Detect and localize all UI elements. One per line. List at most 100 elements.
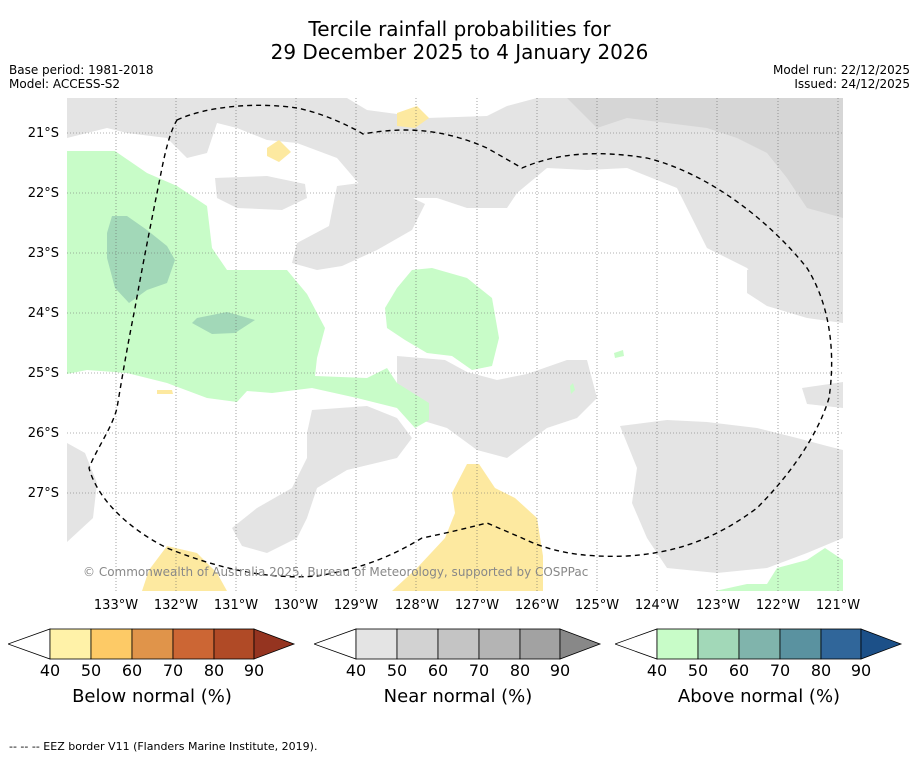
lon-label: 122°W [755, 598, 801, 613]
eez-border [88, 104, 833, 578]
issued-date: Issued: 24/12/2025 [794, 77, 910, 91]
colorbar-extend-high [559, 628, 602, 660]
colorbar-tick: 70 [162, 661, 184, 680]
colorbar-tick: 80 [203, 661, 225, 680]
model-name: Model: ACCESS-S2 [9, 77, 121, 91]
colorbar-segment [49, 628, 92, 660]
colorbar-tick: 40 [646, 661, 668, 680]
above-normal-area [385, 268, 499, 370]
meta-right: Model run: 22/12/2025 Issued: 24/12/2025 [773, 63, 910, 91]
base-period: Base period: 1981-2018 [9, 63, 154, 77]
lon-label: 127°W [454, 598, 500, 613]
colorbar-segment [697, 628, 740, 660]
colorbar-extend-high [860, 628, 903, 660]
lon-label: 125°W [574, 598, 620, 613]
model-run: Model run: 22/12/2025 [772, 63, 910, 77]
lon-label: 131°W [213, 598, 259, 613]
colorbar-tick: 60 [427, 661, 449, 680]
above-normal-areas [67, 151, 843, 591]
lon-label: 129°W [333, 598, 379, 613]
colorbar-segment [172, 628, 215, 660]
near-normal-area [67, 98, 843, 323]
colorbar-segment [131, 628, 174, 660]
near-normal-area-50 [567, 98, 843, 218]
near-normal-50-areas [567, 98, 843, 218]
colorbar-segment [779, 628, 822, 660]
below-normal-area [267, 140, 291, 162]
near-normal-area [397, 356, 597, 458]
lon-label: 130°W [273, 598, 319, 613]
near-normal-area [292, 182, 425, 270]
title-line-1: Tercile rainfall probabilities for [308, 17, 611, 41]
copyright-notice: © Commonwealth of Australia 2025, Bureau… [83, 565, 589, 579]
below-normal-area [142, 546, 227, 591]
colorbar-extend-low [8, 628, 51, 660]
above-normal-50-areas [107, 216, 255, 334]
colorbar-segment [90, 628, 133, 660]
colorbar-segment [437, 628, 480, 660]
colorbar-tick: 50 [687, 661, 709, 680]
map-title: Tercile rainfall probabilities for 29 De… [0, 18, 919, 64]
near-normal-area [215, 176, 307, 210]
colorbar-label-near: Near normal (%) [383, 686, 533, 707]
colorbar-extend-low [615, 628, 658, 660]
colorbar-tick: 90 [243, 661, 265, 680]
colorbar-segment [396, 628, 439, 660]
above-normal-area-50 [107, 216, 175, 303]
colorbar-segment [213, 628, 255, 660]
colorbar-segment [355, 628, 398, 660]
title-line-2: 29 December 2025 to 4 January 2026 [270, 40, 649, 64]
colorbar-segment [738, 628, 781, 660]
colorbar-tick: 80 [509, 661, 531, 680]
colorbar-above [615, 628, 903, 660]
lon-label: 126°W [514, 598, 560, 613]
colorbar-near [314, 628, 602, 660]
colorbar-segment [656, 628, 699, 660]
lat-label: 22°S [27, 186, 59, 201]
colorbar-tick: 60 [728, 661, 750, 680]
lat-label: 27°S [27, 486, 59, 501]
colorbar-extend-low [314, 628, 357, 660]
lat-label: 26°S [27, 426, 59, 441]
colorbar-tick: 90 [850, 661, 872, 680]
graticule [67, 98, 843, 591]
colorbar-extend-high [253, 628, 296, 660]
near-normal-areas [67, 98, 843, 573]
map-canvas [67, 98, 843, 591]
meta-left: Base period: 1981-2018 Model: ACCESS-S2 [9, 63, 154, 91]
colorbar-label-above: Above normal (%) [677, 686, 841, 707]
below-normal-area [392, 464, 543, 591]
lat-label: 21°S [27, 126, 59, 141]
colorbar-tick: 80 [810, 661, 832, 680]
colorbar-tick: 90 [549, 661, 571, 680]
near-normal-area [232, 406, 412, 553]
below-normal-area [397, 106, 429, 128]
colorbar-tick: 40 [39, 661, 61, 680]
colorbar-tick: 50 [386, 661, 408, 680]
lon-label: 124°W [634, 598, 680, 613]
lon-label: 132°W [153, 598, 199, 613]
colorbar-tick: 70 [468, 661, 490, 680]
above-normal-area-50 [192, 312, 255, 334]
colorbar-tick: 50 [80, 661, 102, 680]
eez-footnote: -- -- -- EEZ border V11 (Flanders Marine… [9, 740, 318, 753]
above-normal-area [614, 350, 624, 358]
lon-label: 128°W [394, 598, 440, 613]
above-normal-area [570, 383, 575, 394]
lon-label: 123°W [695, 598, 741, 613]
above-normal-area [67, 151, 429, 428]
below-normal-area [157, 390, 173, 394]
lat-label: 25°S [27, 366, 59, 381]
colorbar-tick: 40 [345, 661, 367, 680]
colorbar-tick: 70 [769, 661, 791, 680]
lat-label: 24°S [27, 306, 59, 321]
above-normal-area [715, 548, 843, 591]
colorbar-below [8, 628, 296, 660]
colorbar-segment [820, 628, 862, 660]
near-normal-area [747, 258, 843, 323]
below-normal-areas [142, 106, 543, 591]
colorbar-tick: 60 [121, 661, 143, 680]
lat-label: 23°S [27, 246, 59, 261]
near-normal-area [620, 420, 843, 573]
colorbar-segment [478, 628, 521, 660]
